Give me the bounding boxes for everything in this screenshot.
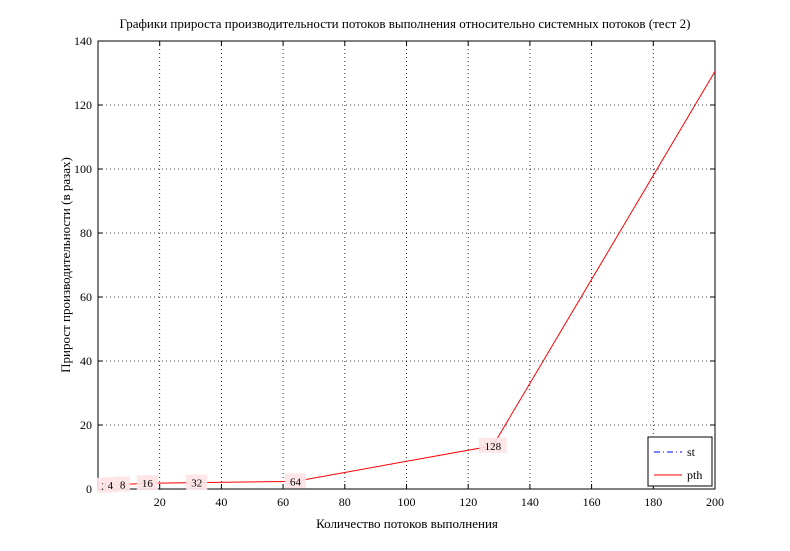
x-tick-label: 180 [644,495,662,509]
data-labels: 248163264128 [96,437,507,493]
chart-title: Графики прироста производительности пото… [120,16,691,31]
series-lines [104,71,716,487]
x-tick-label: 20 [154,495,166,509]
y-tick-label: 80 [80,226,92,240]
legend-box [647,436,713,487]
axis-ticks: 20 40 60 80 100 120 140 160 180 200 0 20 40 60 80 100 12… [74,34,724,509]
data-label-box [136,475,158,491]
x-tick-label: 80 [339,495,351,509]
x-tick-label: 100 [398,495,416,509]
y-tick-label: 0 [86,482,92,496]
y-tick-label: 120 [74,98,92,112]
grid [98,41,715,489]
x-tick-label: 120 [459,495,477,509]
data-label: 4 [108,480,114,492]
data-label: 64 [290,476,302,488]
x-tick-label: 40 [215,495,227,509]
data-label-box [186,474,208,490]
x-tick-label: 160 [583,495,601,509]
x-tick-label: 60 [277,495,289,509]
data-label-box [103,477,118,493]
x-tick-label: 140 [521,495,539,509]
x-tick-label: 200 [706,495,724,509]
legend-label-pth: pth [687,468,702,482]
y-tick-label: 100 [74,162,92,176]
series-line-pth [104,71,716,487]
y-tick-label: 60 [80,290,92,304]
data-label: 16 [142,478,154,490]
data-label-box [115,476,130,492]
y-tick-label: 140 [74,34,92,48]
data-label-box [478,437,507,453]
legend-label-st: st [687,445,696,459]
y-tick-label: 40 [80,354,92,368]
y-tick-label: 20 [80,418,92,432]
y-axis-title: Прирост производительности (в разах) [58,157,73,373]
legend: st pth [647,436,713,487]
data-label: 128 [485,441,502,453]
data-label-box [284,473,307,489]
x-axis-title: Количество потоков выполнения [316,516,498,531]
data-label: 32 [191,478,202,490]
data-label: 8 [120,480,126,492]
